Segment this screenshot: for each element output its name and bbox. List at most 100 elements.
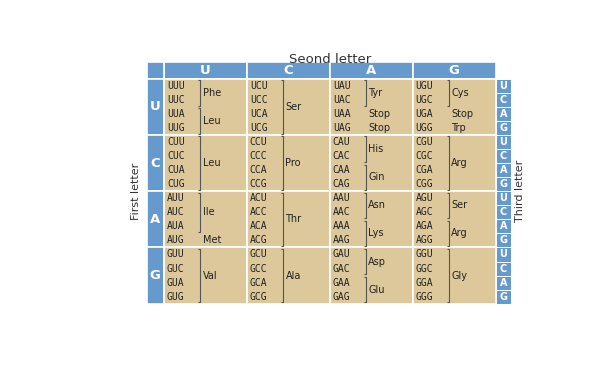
Text: UAG: UAG [333, 123, 351, 133]
Text: UUA: UUA [167, 109, 185, 119]
Bar [495, 234, 511, 248]
Text: ACC: ACC [250, 207, 267, 217]
Bar [330, 79, 413, 135]
Text: A: A [500, 109, 507, 119]
Bar [495, 261, 511, 275]
Bar [164, 135, 247, 191]
Text: AAG: AAG [333, 235, 351, 245]
Text: CCA: CCA [250, 165, 267, 175]
Bar [164, 62, 247, 79]
Text: GCC: GCC [250, 264, 267, 274]
Text: AAC: AAC [333, 207, 351, 217]
Bar [330, 248, 413, 304]
Text: GCA: GCA [250, 278, 267, 288]
Bar [413, 62, 495, 79]
Bar [495, 275, 511, 290]
Bar [495, 248, 511, 261]
Text: Thr: Thr [285, 215, 302, 224]
Bar [247, 62, 330, 79]
Text: A: A [500, 221, 507, 231]
Bar [413, 135, 495, 191]
Text: Third letter: Third letter [516, 160, 525, 223]
Text: UCC: UCC [250, 95, 267, 105]
Text: CUC: CUC [167, 151, 185, 161]
Text: UAA: UAA [333, 109, 351, 119]
Text: U: U [500, 250, 507, 259]
Bar [247, 191, 330, 248]
Bar [147, 191, 164, 248]
Text: Stop: Stop [368, 123, 391, 133]
Text: CUU: CUU [167, 137, 185, 147]
Text: GCG: GCG [250, 291, 267, 302]
Text: Asp: Asp [368, 256, 386, 267]
Text: G: G [499, 235, 507, 245]
Text: CCG: CCG [250, 179, 267, 189]
Text: UCG: UCG [250, 123, 267, 133]
Text: Ile: Ile [203, 207, 214, 217]
Text: GUU: GUU [167, 250, 185, 259]
Bar [495, 290, 511, 304]
Bar [495, 149, 511, 163]
Text: UGU: UGU [416, 81, 433, 91]
Bar [413, 79, 495, 135]
Text: Lys: Lys [368, 228, 384, 239]
Text: Ser: Ser [452, 200, 468, 210]
Text: UCA: UCA [250, 109, 267, 119]
Bar [495, 205, 511, 219]
Text: CAC: CAC [333, 151, 351, 161]
Bar [413, 248, 495, 304]
Text: C: C [500, 264, 507, 274]
Text: AAA: AAA [333, 221, 351, 231]
Bar [495, 79, 511, 93]
Text: AUA: AUA [167, 221, 185, 231]
Text: C: C [500, 151, 507, 161]
Text: Seond letter: Seond letter [288, 53, 371, 66]
Text: Phe: Phe [203, 88, 221, 98]
Text: GGC: GGC [416, 264, 433, 274]
Text: GUC: GUC [167, 264, 185, 274]
Bar [147, 248, 164, 304]
Text: GAG: GAG [333, 291, 351, 302]
Text: Asn: Asn [368, 200, 386, 210]
Text: Arg: Arg [452, 158, 468, 168]
Text: UUG: UUG [167, 123, 185, 133]
Bar [330, 62, 413, 79]
Text: Leu: Leu [203, 158, 220, 168]
Text: Stop: Stop [452, 109, 474, 119]
Text: UUC: UUC [167, 95, 185, 105]
Bar [164, 191, 247, 248]
Text: AGA: AGA [416, 221, 433, 231]
Text: Pro: Pro [285, 158, 301, 168]
Bar [164, 248, 247, 304]
Text: GAU: GAU [333, 250, 351, 259]
Text: AAU: AAU [333, 193, 351, 203]
Text: U: U [150, 101, 161, 114]
Text: UUU: UUU [167, 81, 185, 91]
Bar [147, 135, 164, 191]
Text: Ser: Ser [285, 102, 302, 112]
Text: GGG: GGG [416, 291, 433, 302]
Text: CCC: CCC [250, 151, 267, 161]
Bar [147, 79, 164, 135]
Text: G: G [499, 291, 507, 302]
Text: C: C [283, 64, 293, 77]
Text: Stop: Stop [368, 109, 391, 119]
Text: UGC: UGC [416, 95, 433, 105]
Text: Gly: Gly [452, 271, 468, 280]
Text: UAC: UAC [333, 95, 351, 105]
Text: U: U [500, 137, 507, 147]
Text: CAG: CAG [333, 179, 351, 189]
Text: Val: Val [203, 271, 217, 280]
Text: C: C [500, 207, 507, 217]
Text: His: His [368, 144, 384, 154]
Text: G: G [499, 123, 507, 133]
Text: AGU: AGU [416, 193, 433, 203]
Text: CGU: CGU [416, 137, 433, 147]
Text: CAA: CAA [333, 165, 351, 175]
Text: UGA: UGA [416, 109, 433, 119]
Bar [330, 135, 413, 191]
Text: GAA: GAA [333, 278, 351, 288]
Text: AGG: AGG [416, 235, 433, 245]
Text: U: U [200, 64, 211, 77]
Text: G: G [499, 179, 507, 189]
